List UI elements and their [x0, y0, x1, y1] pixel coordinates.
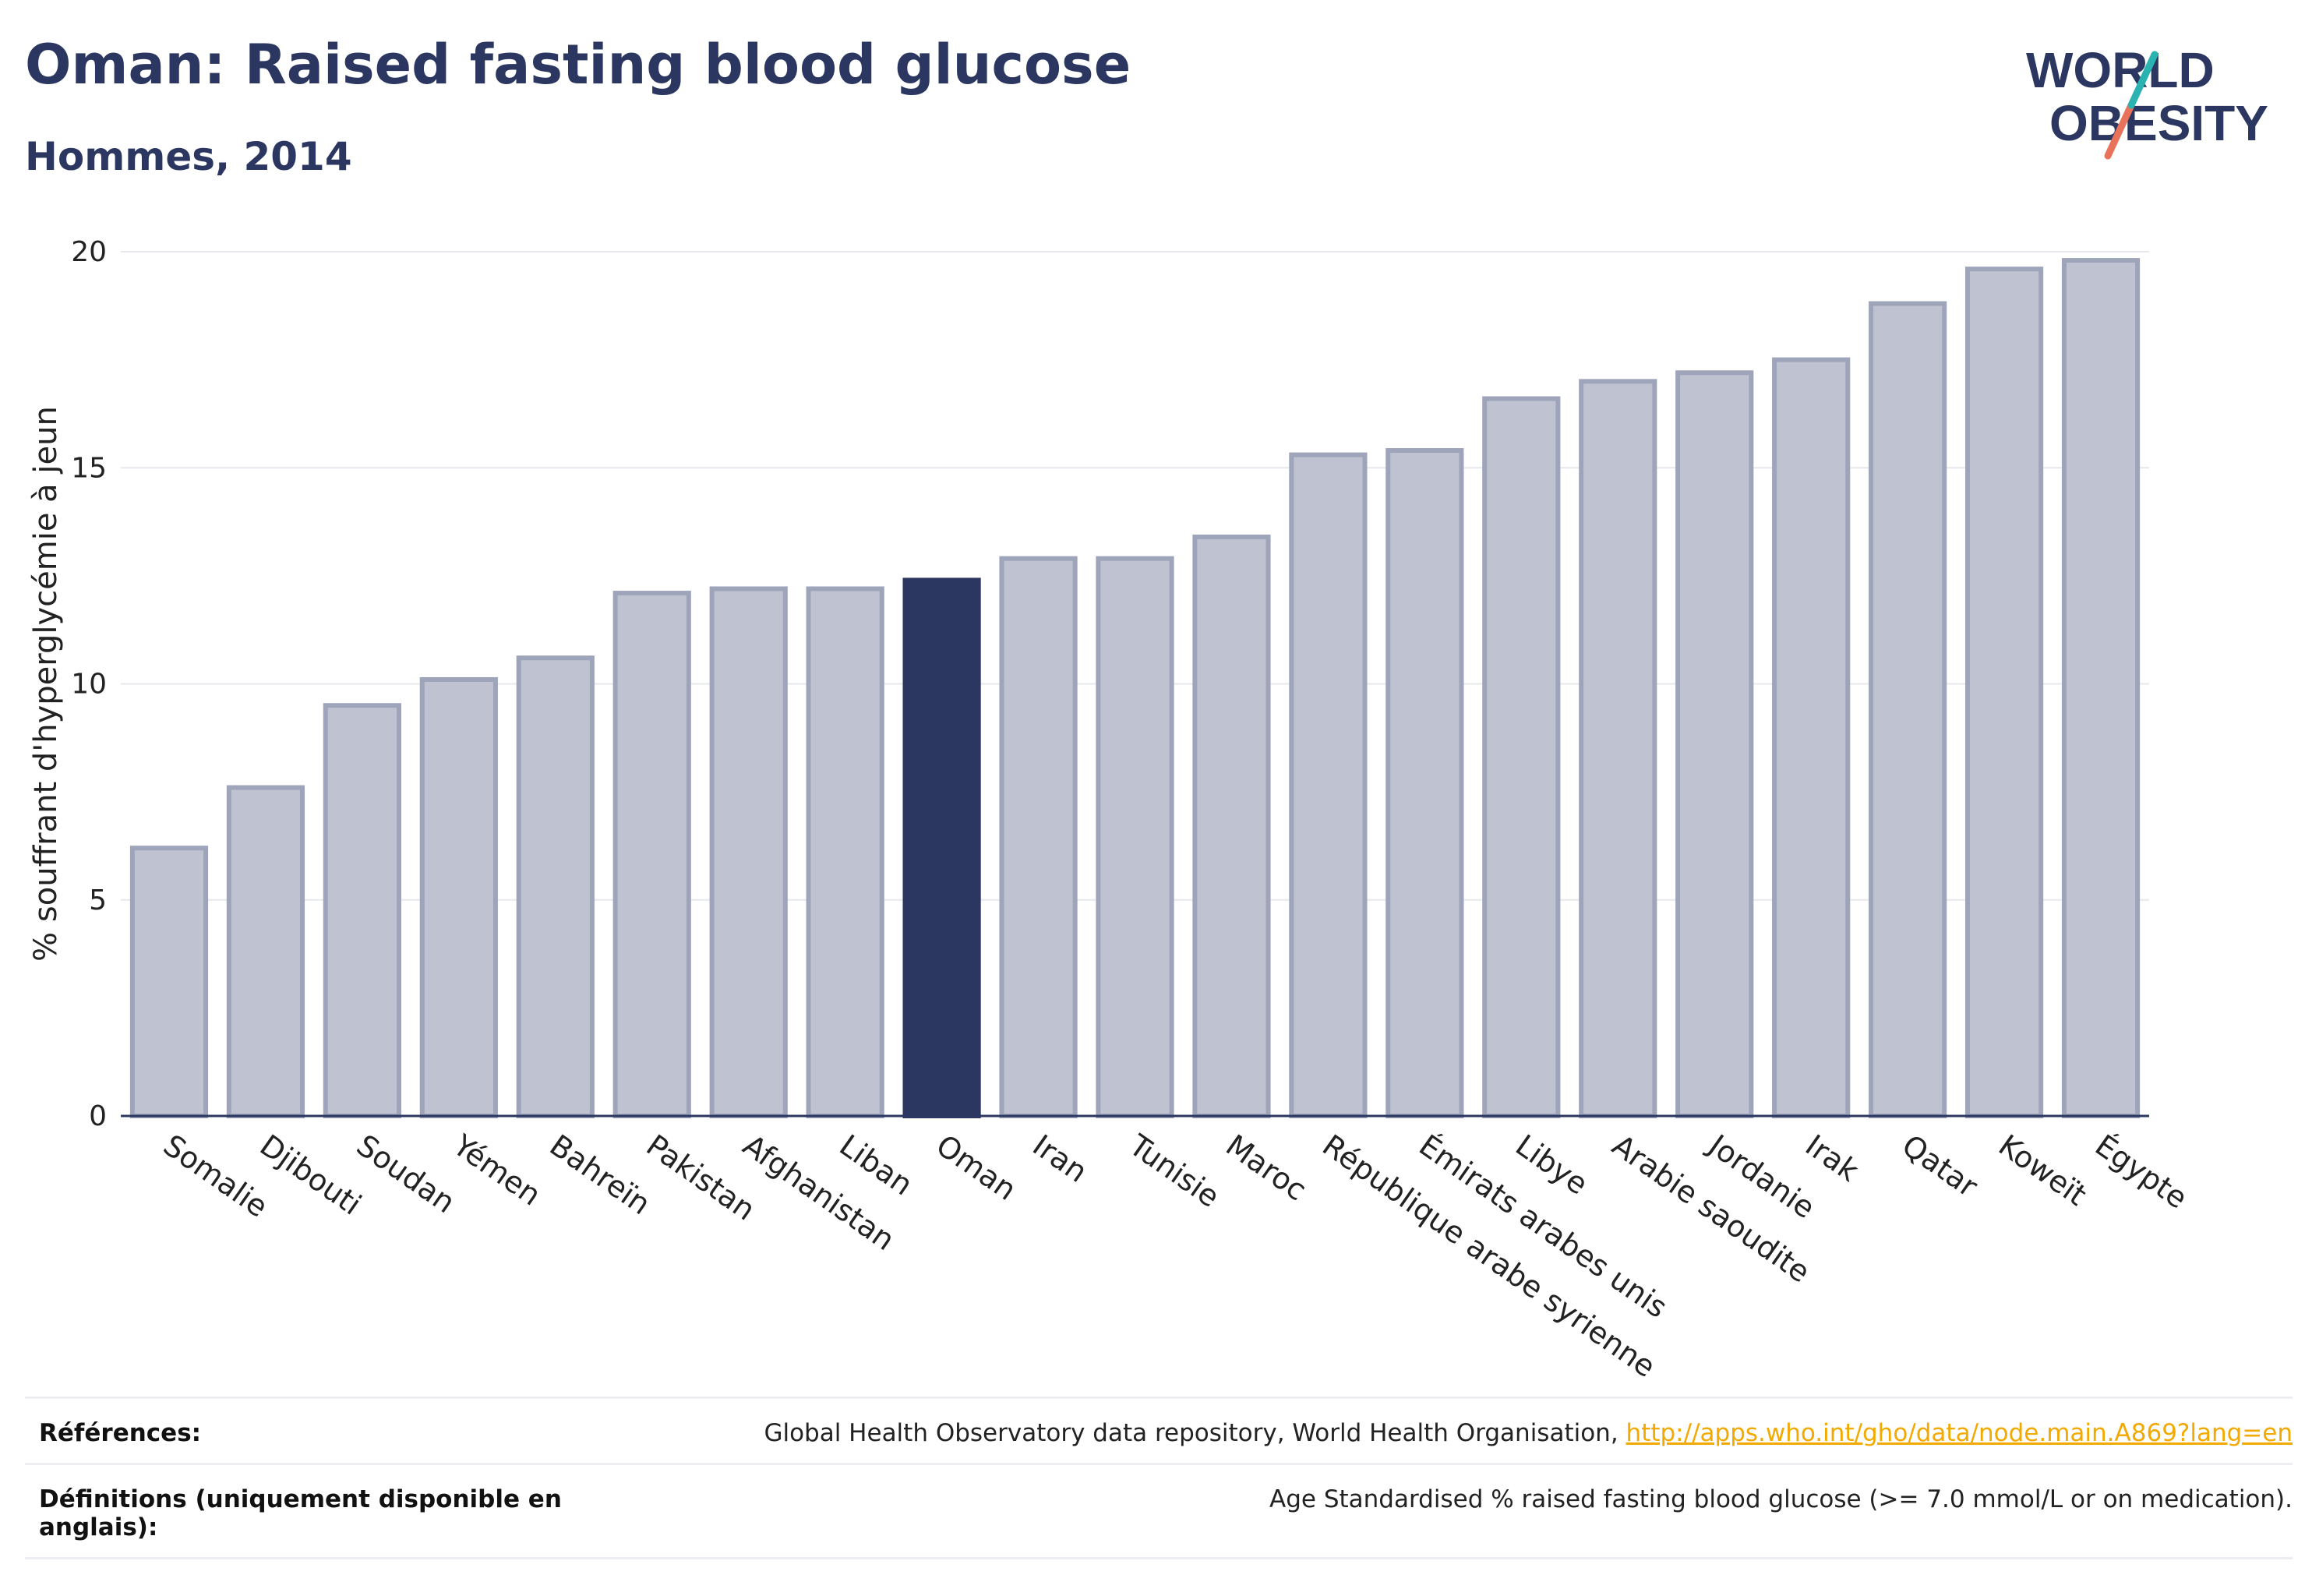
- bar-10: [1096, 556, 1174, 1118]
- x-tick-label: Oman: [930, 1128, 1022, 1207]
- x-tick-label: Pakistan: [641, 1128, 762, 1227]
- x-tick-label: Tunisie: [1123, 1128, 1226, 1214]
- bars: [129, 258, 2141, 1119]
- bar-19: [1964, 267, 2044, 1118]
- bar-5: [612, 591, 691, 1118]
- bar-6: [709, 586, 788, 1118]
- bar-8: [902, 577, 981, 1118]
- logo-slash-teal: [2127, 51, 2159, 109]
- x-tick-label: Irak: [1799, 1128, 1865, 1188]
- bar-14: [1482, 396, 1561, 1118]
- y-axis-label: % souffrant d'hyperglycémie à jeun: [28, 406, 64, 962]
- logo-slash-coral: [2104, 101, 2135, 160]
- x-tick-label: Djibouti: [254, 1128, 368, 1222]
- x-tick-label: Yémen: [447, 1128, 547, 1213]
- bar-20: [2061, 258, 2141, 1119]
- x-tick-label: Égypte: [2089, 1128, 2194, 1215]
- bar-17: [1772, 357, 1851, 1118]
- world-obesity-logo: WORLD OBESITY: [2026, 42, 2268, 160]
- bar-2: [323, 703, 401, 1118]
- bar-13: [1385, 448, 1464, 1118]
- footer-table: Références: Global Health Observatory da…: [25, 1396, 2293, 1559]
- references-link[interactable]: http://apps.who.int/gho/data/node.main.A…: [1626, 1419, 2293, 1447]
- y-tick-label: 20: [71, 236, 107, 268]
- x-tick-label: Koweït: [1993, 1128, 2093, 1212]
- chart-subtitle: Hommes, 2014: [25, 134, 352, 179]
- bar-1: [226, 785, 305, 1119]
- chart-title: Oman: Raised fasting blood glucose: [25, 33, 1131, 97]
- bar-4: [516, 655, 595, 1118]
- bar-15: [1579, 379, 1657, 1119]
- references-label: Références:: [39, 1419, 202, 1447]
- references-value: Global Health Observatory data repositor…: [764, 1419, 2293, 1447]
- x-tick-label: Bahreïn: [544, 1128, 657, 1221]
- definitions-row: Définitions (uniquement disponible en an…: [25, 1463, 2293, 1559]
- bar-7: [806, 586, 884, 1118]
- x-tick-label: Soudan: [351, 1128, 461, 1220]
- bar-11: [1192, 534, 1271, 1118]
- references-text: Global Health Observatory data repositor…: [764, 1419, 1626, 1447]
- y-tick-label: 0: [89, 1100, 107, 1132]
- y-tick-label: 10: [71, 669, 107, 701]
- references-row: Références: Global Health Observatory da…: [25, 1396, 2293, 1463]
- bar-12: [1289, 452, 1368, 1118]
- bar-0: [129, 846, 209, 1118]
- logo-line-1: WORLD: [2026, 42, 2215, 98]
- bar-3: [419, 676, 498, 1118]
- bar-9: [999, 556, 1078, 1118]
- definitions-label: Définitions (uniquement disponible en an…: [39, 1485, 562, 1541]
- bar-chart: 0 5 10 15 20 SomalieDjiboutiSoudanYémenBahreï…: [28, 236, 2194, 1384]
- x-tick-label: Maroc: [1220, 1128, 1312, 1207]
- x-tick-label: Qatar: [1896, 1128, 1984, 1204]
- y-tick-label: 15: [71, 452, 107, 484]
- bar-16: [1675, 370, 1754, 1118]
- bar-18: [1869, 301, 1947, 1118]
- x-tick-label: Iran: [1026, 1128, 1093, 1189]
- y-tick-label: 5: [89, 885, 107, 916]
- logo-line-2: OBESITY: [2049, 95, 2268, 151]
- definitions-value: Age Standardised % raised fasting blood …: [1269, 1485, 2293, 1513]
- x-tick-label: Somalie: [157, 1128, 274, 1223]
